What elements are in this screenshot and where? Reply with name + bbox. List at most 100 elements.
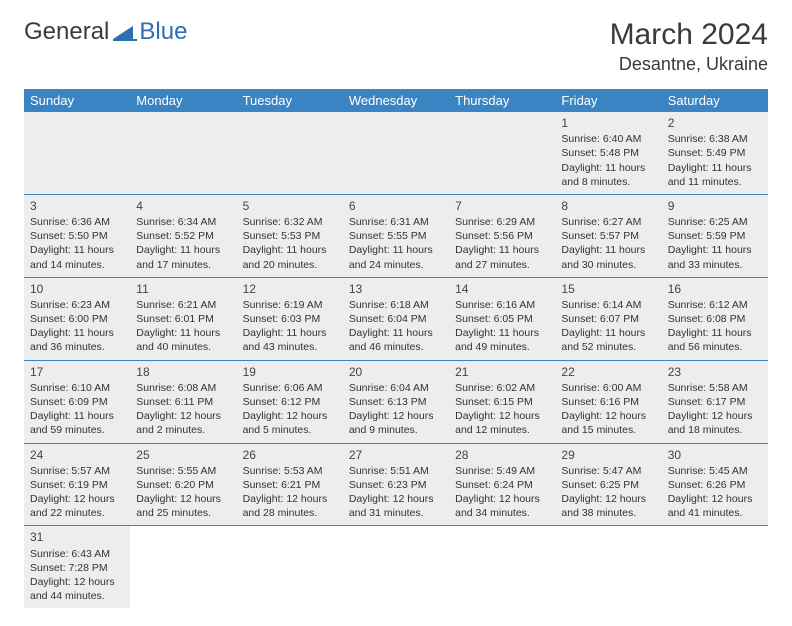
daylight-line: Daylight: 11 hours and 24 minutes.: [349, 243, 443, 271]
daylight-line: Daylight: 11 hours and 43 minutes.: [243, 326, 337, 354]
day-number: 2: [668, 115, 762, 131]
sunset-line: Sunset: 6:16 PM: [561, 395, 655, 409]
sunrise-line: Sunrise: 6:40 AM: [561, 132, 655, 146]
day-number: 14: [455, 281, 549, 297]
sunset-line: Sunset: 6:15 PM: [455, 395, 549, 409]
calendar-empty-cell: [449, 526, 555, 608]
sunset-line: Sunset: 6:26 PM: [668, 478, 762, 492]
sunrise-line: Sunrise: 5:45 AM: [668, 464, 762, 478]
day-number: 10: [30, 281, 124, 297]
sunset-line: Sunset: 6:23 PM: [349, 478, 443, 492]
calendar-day-cell: 13Sunrise: 6:18 AMSunset: 6:04 PMDayligh…: [343, 277, 449, 360]
day-number: 30: [668, 447, 762, 463]
day-number: 24: [30, 447, 124, 463]
sunrise-line: Sunrise: 6:19 AM: [243, 298, 337, 312]
calendar-empty-cell: [555, 526, 661, 608]
logo-text-1: General: [24, 18, 109, 46]
flag-icon: [113, 22, 141, 42]
calendar-day-cell: 2Sunrise: 6:38 AMSunset: 5:49 PMDaylight…: [662, 112, 768, 194]
weekday-header: Thursday: [449, 89, 555, 112]
calendar-day-cell: 5Sunrise: 6:32 AMSunset: 5:53 PMDaylight…: [237, 194, 343, 277]
daylight-line: Daylight: 11 hours and 49 minutes.: [455, 326, 549, 354]
sunset-line: Sunset: 6:08 PM: [668, 312, 762, 326]
sunrise-line: Sunrise: 6:31 AM: [349, 215, 443, 229]
calendar-day-cell: 21Sunrise: 6:02 AMSunset: 6:15 PMDayligh…: [449, 360, 555, 443]
header: General Blue March 2024 Desantne, Ukrain…: [24, 18, 768, 75]
calendar-empty-cell: [343, 526, 449, 608]
daylight-line: Daylight: 11 hours and 52 minutes.: [561, 326, 655, 354]
calendar-day-cell: 23Sunrise: 5:58 AMSunset: 6:17 PMDayligh…: [662, 360, 768, 443]
calendar-empty-cell: [130, 526, 236, 608]
calendar-day-cell: 31Sunrise: 6:43 AMSunset: 7:28 PMDayligh…: [24, 526, 130, 608]
sunset-line: Sunset: 5:57 PM: [561, 229, 655, 243]
day-number: 26: [243, 447, 337, 463]
day-number: 7: [455, 198, 549, 214]
daylight-line: Daylight: 12 hours and 41 minutes.: [668, 492, 762, 520]
day-number: 27: [349, 447, 443, 463]
daylight-line: Daylight: 12 hours and 5 minutes.: [243, 409, 337, 437]
calendar-day-cell: 27Sunrise: 5:51 AMSunset: 6:23 PMDayligh…: [343, 443, 449, 526]
sunset-line: Sunset: 6:09 PM: [30, 395, 124, 409]
sunrise-line: Sunrise: 6:06 AM: [243, 381, 337, 395]
sunset-line: Sunset: 6:01 PM: [136, 312, 230, 326]
day-number: 28: [455, 447, 549, 463]
calendar-empty-cell: [237, 526, 343, 608]
month-title: March 2024: [610, 18, 768, 52]
sunset-line: Sunset: 6:13 PM: [349, 395, 443, 409]
weekday-header-row: SundayMondayTuesdayWednesdayThursdayFrid…: [24, 89, 768, 112]
daylight-line: Daylight: 12 hours and 31 minutes.: [349, 492, 443, 520]
day-number: 18: [136, 364, 230, 380]
sunrise-line: Sunrise: 6:04 AM: [349, 381, 443, 395]
calendar-empty-cell: [237, 112, 343, 194]
day-number: 8: [561, 198, 655, 214]
weekday-header: Saturday: [662, 89, 768, 112]
daylight-line: Daylight: 12 hours and 34 minutes.: [455, 492, 549, 520]
calendar-week-row: 24Sunrise: 5:57 AMSunset: 6:19 PM Dayligh…: [24, 443, 768, 526]
daylight-line: Daylight: 11 hours and 36 minutes.: [30, 326, 124, 354]
calendar-day-cell: 26Sunrise: 5:53 AMSunset: 6:21 PMDayligh…: [237, 443, 343, 526]
daylight-line: Daylight: 11 hours and 27 minutes.: [455, 243, 549, 271]
sunrise-line: Sunrise: 5:57 AM: [30, 464, 124, 478]
calendar-day-cell: 16Sunrise: 6:12 AMSunset: 6:08 PMDayligh…: [662, 277, 768, 360]
sunset-line: Sunset: 6:12 PM: [243, 395, 337, 409]
daylight-line: Daylight: 11 hours and 59 minutes.: [30, 409, 124, 437]
calendar-day-cell: 24Sunrise: 5:57 AMSunset: 6:19 PMDayligh…: [24, 443, 130, 526]
daylight-line: Daylight: 12 hours and 12 minutes.: [455, 409, 549, 437]
weekday-header: Monday: [130, 89, 236, 112]
day-number: 6: [349, 198, 443, 214]
calendar-day-cell: 8Sunrise: 6:27 AMSunset: 5:57 PMDaylight…: [555, 194, 661, 277]
calendar-day-cell: 28Sunrise: 5:49 AMSunset: 6:24 PMDayligh…: [449, 443, 555, 526]
sunrise-line: Sunrise: 6:25 AM: [668, 215, 762, 229]
calendar-day-cell: 3Sunrise: 6:36 AMSunset: 5:50 PMDaylight…: [24, 194, 130, 277]
calendar-day-cell: 14Sunrise: 6:16 AMSunset: 6:05 PMDayligh…: [449, 277, 555, 360]
calendar-day-cell: 29Sunrise: 5:47 AMSunset: 6:25 PMDayligh…: [555, 443, 661, 526]
daylight-line: Daylight: 12 hours and 15 minutes.: [561, 409, 655, 437]
sunset-line: Sunset: 5:52 PM: [136, 229, 230, 243]
day-number: 29: [561, 447, 655, 463]
sunrise-line: Sunrise: 6:27 AM: [561, 215, 655, 229]
calendar-day-cell: 1Sunrise: 6:40 AMSunset: 5:48 PMDaylight…: [555, 112, 661, 194]
daylight-line: Daylight: 11 hours and 46 minutes.: [349, 326, 443, 354]
calendar-empty-cell: [662, 526, 768, 608]
sunset-line: Sunset: 5:59 PM: [668, 229, 762, 243]
sunset-line: Sunset: 6:20 PM: [136, 478, 230, 492]
sunset-line: Sunset: 6:00 PM: [30, 312, 124, 326]
sunrise-line: Sunrise: 6:36 AM: [30, 215, 124, 229]
sunrise-line: Sunrise: 6:10 AM: [30, 381, 124, 395]
sunrise-line: Sunrise: 6:08 AM: [136, 381, 230, 395]
sunrise-line: Sunrise: 6:38 AM: [668, 132, 762, 146]
sunrise-line: Sunrise: 5:51 AM: [349, 464, 443, 478]
day-number: 13: [349, 281, 443, 297]
sunset-line: Sunset: 6:24 PM: [455, 478, 549, 492]
day-number: 15: [561, 281, 655, 297]
sunset-line: Sunset: 6:19 PM: [30, 478, 124, 492]
day-number: 3: [30, 198, 124, 214]
calendar-week-row: 10Sunrise: 6:23 AMSunset: 6:00 PMDayligh…: [24, 277, 768, 360]
daylight-line: Daylight: 11 hours and 20 minutes.: [243, 243, 337, 271]
calendar-day-cell: 30Sunrise: 5:45 AMSunset: 6:26 PMDayligh…: [662, 443, 768, 526]
weekday-header: Sunday: [24, 89, 130, 112]
calendar-day-cell: 6Sunrise: 6:31 AMSunset: 5:55 PMDaylight…: [343, 194, 449, 277]
daylight-line: Daylight: 11 hours and 8 minutes.: [561, 161, 655, 189]
sunrise-line: Sunrise: 5:47 AM: [561, 464, 655, 478]
sunrise-line: Sunrise: 6:00 AM: [561, 381, 655, 395]
